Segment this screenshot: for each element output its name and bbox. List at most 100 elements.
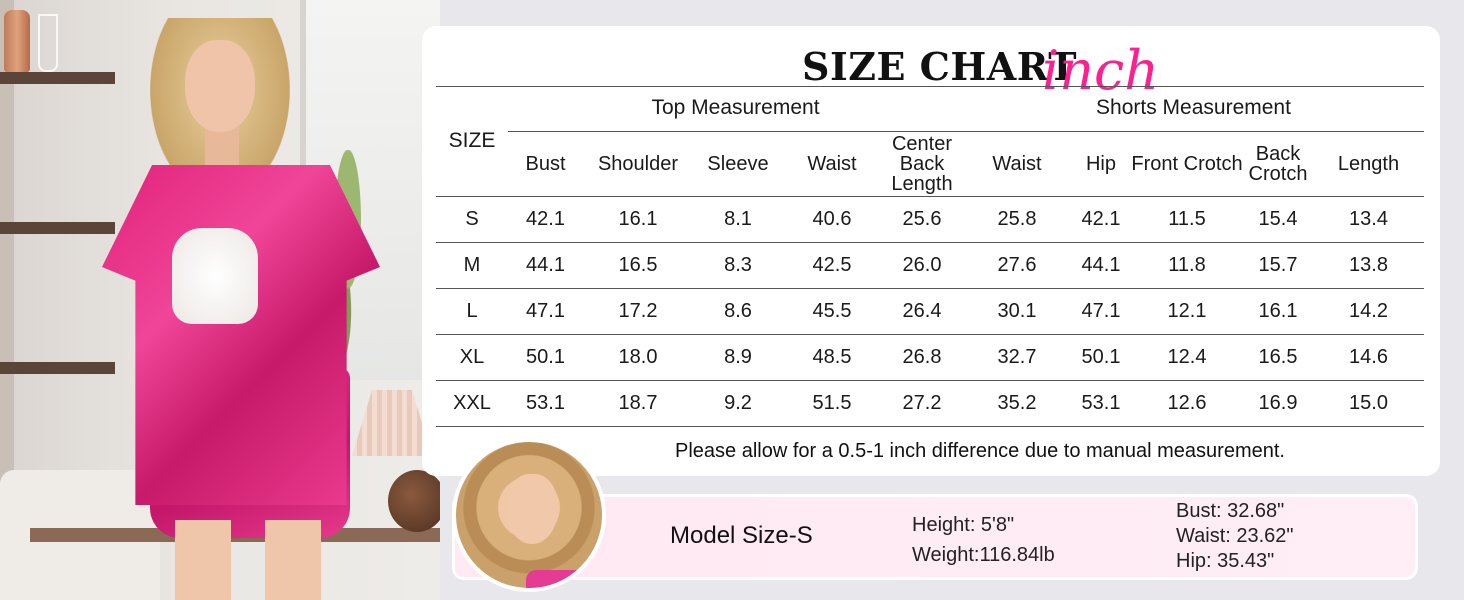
column-header-row: Bust Shoulder Sleeve Waist Center Back L… — [436, 130, 1424, 196]
measurement-cell: 12.6 — [1131, 379, 1243, 427]
chart-title: SIZE CHART — [802, 44, 1077, 89]
measurement-cell: 53.1 — [508, 379, 583, 427]
divider — [436, 86, 1424, 87]
measurement-cell: 50.1 — [508, 333, 583, 380]
measurement-cell: 50.1 — [1071, 333, 1131, 380]
size-cell: M — [436, 241, 508, 288]
measurement-cell: 26.0 — [881, 241, 963, 288]
glass-decor — [38, 14, 58, 72]
size-table: SIZE Top Measurement Shorts Measurement … — [436, 86, 1424, 427]
measurement-cell: 18.0 — [583, 333, 693, 380]
measurement-cell: 30.1 — [963, 287, 1071, 334]
measurement-cell: 9.2 — [693, 379, 783, 427]
table-row: XXL 53.1 18.7 9.2 51.5 27.2 35.2 53.1 12.6 16.9 15… — [436, 379, 1424, 427]
table-row: S 42.1 16.1 8.1 40.6 25.6 25.8 42.1 11.5 15.4 13.4 — [436, 195, 1424, 242]
model-avatar — [452, 438, 606, 592]
measurement-cell: 8.6 — [693, 287, 783, 334]
measurement-cell: 47.1 — [1071, 287, 1131, 334]
chart-unit: inch — [1042, 39, 1160, 102]
measurement-cell: 12.1 — [1131, 287, 1243, 334]
shelf — [0, 222, 115, 234]
col-header-hip: Hip — [1071, 130, 1131, 196]
model-height: Height: 5'8" — [912, 514, 1015, 536]
measurement-cell: 16.5 — [1243, 333, 1313, 380]
measurement-cell: 16.5 — [583, 241, 693, 288]
size-cell: XL — [436, 333, 508, 380]
measurement-cell: 11.8 — [1131, 241, 1243, 288]
model-stats-measurements: Bust: 32.68" Waist: 23.62" Hip: 35.43" — [1176, 499, 1294, 574]
model-bust: Bust: 32.68" — [1176, 500, 1285, 522]
product-photo — [0, 0, 440, 600]
measurement-cell: 13.8 — [1313, 241, 1424, 288]
measurement-cell: 25.6 — [881, 195, 963, 242]
model-stats-primary: Height: 5'8" Weight:116.84lb — [912, 510, 1055, 570]
chart-title-area: SIZE CHART inch — [422, 39, 1440, 102]
measurement-cell: 14.6 — [1313, 333, 1424, 380]
measurement-cell: 27.2 — [881, 379, 963, 427]
wall-edge — [0, 0, 14, 600]
shelf — [0, 72, 115, 84]
measurement-cell: 15.4 — [1243, 195, 1313, 242]
measurement-cell: 8.3 — [693, 241, 783, 288]
measurement-cell: 42.5 — [783, 241, 881, 288]
measurement-cell: 44.1 — [1071, 241, 1131, 288]
measurement-cell: 16.1 — [583, 195, 693, 242]
measurement-cell: 26.4 — [881, 287, 963, 334]
col-header-front-crotch: Front Crotch — [1131, 130, 1243, 196]
measurement-cell: 16.1 — [1243, 287, 1313, 334]
measurement-cell: 47.1 — [508, 287, 583, 334]
size-header: SIZE — [448, 128, 496, 152]
measurement-cell: 16.9 — [1243, 379, 1313, 427]
measurement-cell: 45.5 — [783, 287, 881, 334]
shelf — [0, 362, 115, 374]
measurement-cell: 26.8 — [881, 333, 963, 380]
group-header-row: SIZE Top Measurement Shorts Measurement — [436, 86, 1424, 152]
measurement-cell: 8.9 — [693, 333, 783, 380]
measurement-cell: 44.1 — [508, 241, 583, 288]
avatar-face — [506, 474, 558, 544]
measurement-cell: 12.4 — [1131, 333, 1243, 380]
measurement-cell: 8.1 — [693, 195, 783, 242]
table-row: L 47.1 17.2 8.6 45.5 26.4 30.1 47.1 12.1 16.1 14.2 — [436, 287, 1424, 334]
model-leg — [265, 520, 321, 600]
lamp — [352, 390, 432, 456]
top-measurement-header: Top Measurement — [651, 96, 820, 120]
measurement-cell: 27.6 — [963, 241, 1071, 288]
col-header-bust: Bust — [508, 130, 583, 196]
measurement-note: Please allow for a 0.5-1 inch difference… — [675, 440, 1285, 462]
measurement-cell: 15.0 — [1313, 379, 1424, 427]
measurement-cell: 14.2 — [1313, 287, 1424, 334]
measurement-cell: 40.6 — [783, 195, 881, 242]
model-leg — [175, 520, 231, 600]
size-cell: XXL — [436, 379, 508, 427]
col-header-length: Length — [1313, 130, 1424, 196]
model-weight: Weight:116.84lb — [912, 544, 1055, 566]
measurement-cell: 13.4 — [1313, 195, 1424, 242]
col-header-shorts-waist: Waist — [963, 130, 1071, 196]
measurement-cell: 53.1 — [1071, 379, 1131, 427]
col-header-shoulder: Shoulder — [583, 130, 693, 196]
lace-bralette — [172, 228, 258, 324]
measurement-cell: 17.2 — [583, 287, 693, 334]
measurement-cell: 18.7 — [583, 379, 693, 427]
table-row: M 44.1 16.5 8.3 42.5 26.0 27.6 44.1 11.8 15.7 13.8 — [436, 241, 1424, 288]
shorts-measurement-header: Shorts Measurement — [1096, 96, 1291, 120]
model-info-bar — [452, 494, 1418, 580]
model-size-label: Model Size-S — [670, 522, 813, 549]
satin-shirt — [102, 165, 380, 505]
measurement-cell: 48.5 — [783, 333, 881, 380]
size-chart-card: SIZE CHART inch SIZE Top Measurement Sho… — [422, 26, 1440, 476]
col-header-back-crotch: Back Crotch — [1243, 130, 1313, 196]
table-row: XL 50.1 18.0 8.9 48.5 26.8 32.7 50.1 12.4 16.5 14.… — [436, 333, 1424, 380]
avatar-top — [526, 570, 586, 588]
col-header-sleeve: Sleeve — [693, 130, 783, 196]
model-hip: Hip: 35.43" — [1176, 550, 1275, 572]
measurement-cell: 35.2 — [963, 379, 1071, 427]
measurement-cell: 51.5 — [783, 379, 881, 427]
bottle-decor — [4, 10, 30, 72]
col-header-center-back-length: Center Back Length — [881, 130, 963, 196]
measurement-cell: 11.5 — [1131, 195, 1243, 242]
model-waist: Waist: 23.62" — [1176, 525, 1294, 547]
size-cell: L — [436, 287, 508, 334]
measurement-cell: 42.1 — [1071, 195, 1131, 242]
